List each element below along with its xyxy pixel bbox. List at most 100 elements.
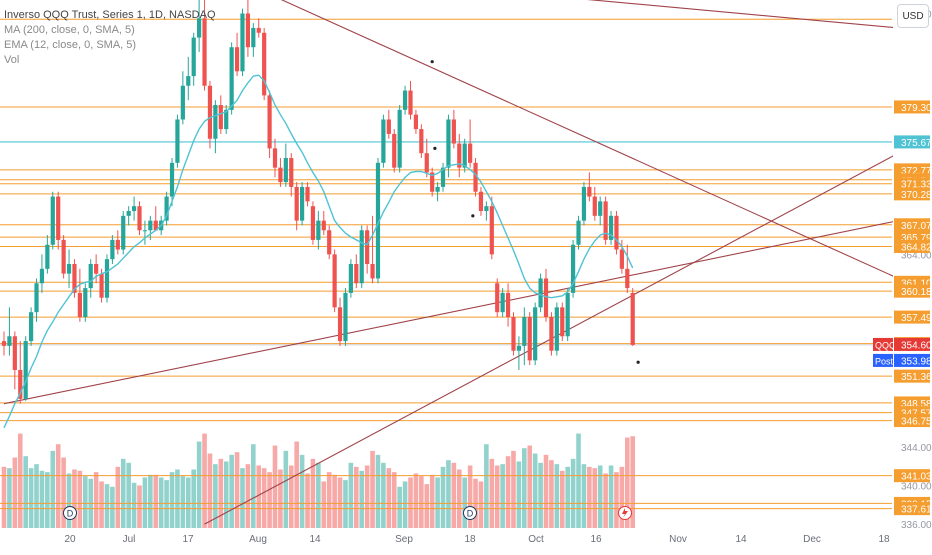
marker-dot (636, 360, 640, 364)
price-level-tag: 357.49 (901, 313, 932, 324)
volume-bar (429, 474, 435, 528)
candle-body (413, 114, 419, 130)
volume-bar (364, 465, 370, 528)
time-axis-label: Dec (803, 534, 821, 545)
volume-bar (543, 454, 549, 528)
volume-bar (61, 457, 66, 528)
time-axis: 20 Jul 17 Aug 14 Sep 18 Oct 16 Nov 14 Dec 18 D D (0, 506, 932, 550)
volume-bar (93, 472, 99, 528)
volume-bar (185, 477, 191, 528)
candle-body (197, 18, 202, 38)
volume-bar (570, 458, 576, 528)
volume-bar (207, 453, 213, 528)
volume-bar (489, 458, 495, 528)
axis-tick-label: 340.00 (901, 482, 932, 493)
price-level-tag: 365.79 (901, 233, 932, 244)
volume-bar (261, 468, 267, 528)
volume-bar (516, 461, 522, 528)
last-price-tag: 354.60 (901, 340, 932, 351)
volume-bar (213, 464, 218, 528)
volume-bar (597, 465, 603, 528)
candle-body (359, 230, 364, 284)
volume-bar (120, 458, 126, 528)
volume-bar (104, 484, 110, 528)
candle-body (565, 292, 570, 337)
volume-bar (148, 474, 153, 528)
ema-12-line (3, 74, 634, 429)
volume-bar (343, 480, 348, 528)
upper-downtrend-line (280, 0, 899, 279)
candle-body (440, 167, 446, 187)
candle-body (148, 220, 153, 231)
volume-bar (34, 464, 39, 528)
volume-bar (223, 461, 229, 528)
marker-dot (430, 60, 434, 64)
marker-dot (433, 146, 437, 150)
candle-body (386, 119, 391, 134)
price-level-tag: 360.18 (901, 287, 932, 298)
volume-bar (532, 453, 538, 528)
candle-body (77, 292, 82, 317)
candle-body (88, 264, 93, 289)
volume-bar (288, 465, 294, 528)
volume-bar (424, 484, 430, 528)
volume-bar (28, 468, 34, 528)
candle-body (18, 369, 23, 399)
price-level-tag-bg (894, 218, 930, 232)
volume-bar (511, 450, 516, 528)
dividend-marker-label: D (467, 509, 474, 519)
volume-bar (522, 448, 527, 528)
candle-body (505, 292, 511, 317)
candle-body (202, 18, 207, 86)
chart-legend: Inverso QQQ Trust, Series 1, 1D, NASDAQ … (4, 8, 216, 68)
volume-bar (462, 477, 467, 528)
volume-bar (131, 482, 137, 528)
candle-body (104, 259, 110, 298)
price-level-tag-bg (894, 177, 930, 191)
candle-body (424, 153, 429, 173)
volume-bar (196, 441, 202, 528)
candle-body (39, 268, 45, 284)
price-axis-bg (893, 0, 932, 550)
volume-bar (326, 472, 332, 528)
candle-body (316, 220, 321, 240)
volume-bar (500, 464, 505, 528)
candle-body (337, 307, 343, 342)
volume-bar (354, 466, 359, 528)
time-axis-label: 14 (735, 534, 747, 545)
price-level-tag-bg (894, 414, 930, 428)
volume-bar (527, 445, 533, 528)
price-level-tag-bg (894, 100, 930, 114)
volume-bar (278, 469, 283, 528)
candle-body (110, 239, 115, 260)
candle-body (576, 220, 581, 245)
price-level-tag: 346.75 (901, 417, 932, 428)
volume-bar (229, 454, 234, 528)
candle-body (462, 143, 467, 168)
currency-button[interactable]: USD (897, 4, 929, 28)
candle-body (12, 336, 17, 370)
candle-body (543, 278, 549, 317)
post-tag: Post (875, 356, 894, 366)
volume-bar (419, 476, 424, 528)
legend-title: Inverso QQQ Trust, Series 1, 1D, NASDAQ (4, 9, 216, 21)
candle-body (23, 341, 28, 399)
candle-body (343, 292, 348, 342)
volume-bar (251, 444, 256, 528)
candle-body (45, 244, 50, 269)
candle-body (397, 109, 402, 168)
volume-bar (559, 470, 565, 528)
candle-body (598, 201, 603, 216)
axis-tick-label: 336.00 (901, 520, 932, 531)
volume-bar (565, 466, 570, 528)
candle-body (608, 215, 614, 240)
candle-body (224, 109, 229, 130)
volume-bar (256, 465, 262, 528)
price-level-tag: 348.58 (901, 399, 932, 410)
candle-body (381, 119, 386, 163)
volume-bar (23, 456, 28, 528)
candle-body (207, 85, 213, 139)
price-level-tag-bg (894, 187, 930, 201)
